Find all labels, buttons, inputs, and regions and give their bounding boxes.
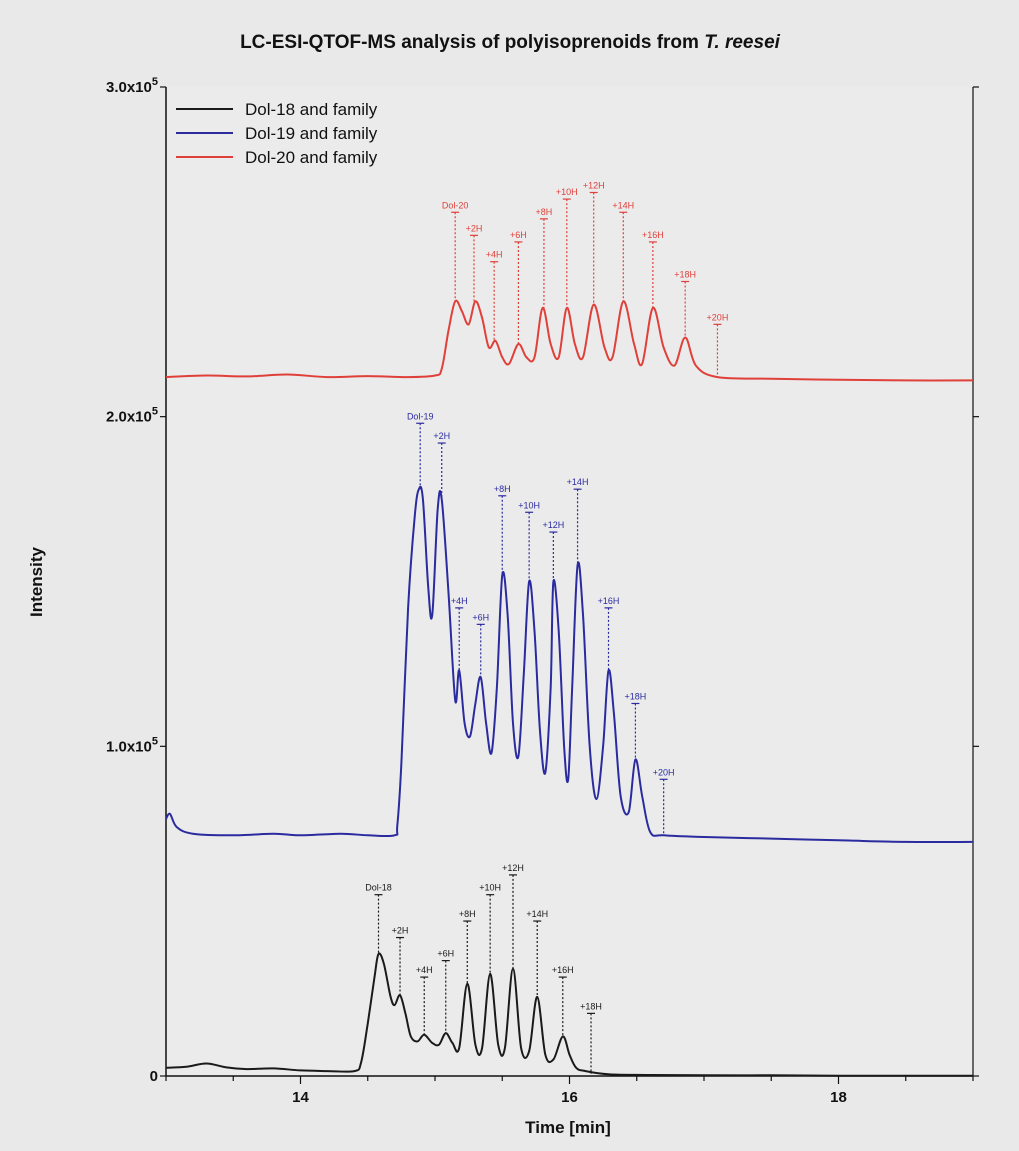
peak-label: +18H xyxy=(674,270,696,280)
peak-label: +2H xyxy=(433,431,450,441)
peak-label: +18H xyxy=(625,691,647,701)
peak-label: +8H xyxy=(494,484,511,494)
x-tick-label: 16 xyxy=(561,1089,578,1106)
legend: Dol-18 and family Dol-19 and family Dol-20… xyxy=(176,100,378,167)
peak-label: +14H xyxy=(612,200,634,210)
peak-label: +6H xyxy=(437,949,454,959)
peak-label: +4H xyxy=(486,250,503,260)
x-axis-label: Time [min] xyxy=(525,1118,611,1137)
peak-label: Dol-18 xyxy=(365,883,392,893)
peak-label: +12H xyxy=(542,520,564,530)
peak-label: Dol-20 xyxy=(442,200,469,210)
legend-label: Dol-20 and family xyxy=(245,148,378,167)
peak-label: +16H xyxy=(552,965,574,975)
y-tick-label: 3.0x105 xyxy=(106,76,158,96)
peak-label: +2H xyxy=(466,223,483,233)
peak-label: +10H xyxy=(479,883,501,893)
y-tick-label: 2.0x105 xyxy=(106,406,158,426)
series-line-2 xyxy=(165,485,974,844)
chart-title-main: LC-ESI-QTOF-MS analysis of polyisoprenoi… xyxy=(240,32,704,53)
peak-label: +10H xyxy=(556,187,578,197)
peak-label: +12H xyxy=(583,180,605,190)
peak-label: +16H xyxy=(642,230,664,240)
x-tick-label: 14 xyxy=(292,1089,309,1106)
y-tick-label: 0 xyxy=(150,1068,158,1085)
series-layer xyxy=(165,299,974,1077)
legend-label: Dol-19 and family xyxy=(245,124,378,143)
x-tick-label: 18 xyxy=(830,1089,847,1106)
peak-label: +6H xyxy=(510,230,527,240)
peak-label: +4H xyxy=(416,965,433,975)
peak-label: +16H xyxy=(598,596,620,606)
y-axis-label: Intensity xyxy=(27,547,46,617)
peak-label: +2H xyxy=(392,926,409,936)
peak-label: +8H xyxy=(459,909,476,919)
peak-label: Dol-19 xyxy=(407,411,434,421)
peak-label: +20H xyxy=(707,312,729,322)
chart-title-species: T. reesei xyxy=(704,32,780,53)
peak-label: +6H xyxy=(472,612,489,622)
x-axis: 14 16 18 xyxy=(165,1076,974,1106)
peak-label: +20H xyxy=(653,767,675,777)
peak-label: +18H xyxy=(580,1001,602,1011)
y-tick-label: 1.0x105 xyxy=(106,735,158,755)
peak-label: +12H xyxy=(502,863,524,873)
plot-frame xyxy=(165,87,974,1077)
series-line-1 xyxy=(165,952,973,1077)
chart-title: LC-ESI-QTOF-MS analysis of polyisoprenoi… xyxy=(240,32,781,53)
series-line-3 xyxy=(165,299,974,382)
y-axis: 0 1.0x105 2.0x105 3.0x105 xyxy=(106,76,979,1085)
peak-label: +14H xyxy=(526,909,548,919)
peak-label: +8H xyxy=(536,207,553,217)
peak-annotation-layer: Dol-20+2H+4H+6H+8H+10H+12H+14H+16H+18H+2… xyxy=(365,180,729,1075)
legend-label: Dol-18 and family xyxy=(245,100,378,119)
peak-label: +4H xyxy=(451,596,468,606)
peak-label: +14H xyxy=(567,477,589,487)
plot-area xyxy=(166,87,973,1076)
peak-label: +10H xyxy=(518,500,540,510)
